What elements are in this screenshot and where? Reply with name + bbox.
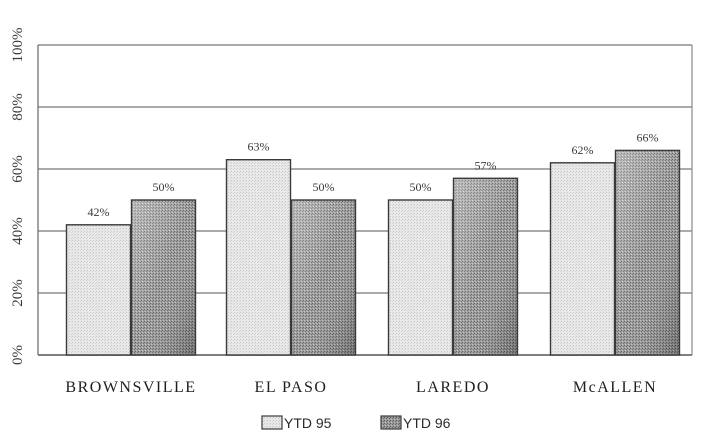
data-label: 50% (410, 180, 432, 194)
y-tick-label: 40% (10, 217, 26, 245)
bar-ytd95-3 (549, 162, 616, 356)
data-label: 66% (637, 130, 659, 144)
data-label: 57% (475, 158, 497, 172)
bar-shade (616, 151, 679, 354)
data-labels: 42% 50% 63% 50% 50% 57% 62% 66% (88, 130, 659, 218)
legend: YTD 95 YTD 96 (261, 415, 451, 431)
bar-shade (292, 201, 355, 354)
category-labels: BROWNSVILLE EL PASO LAREDO McALLEN (65, 379, 657, 396)
data-label: 50% (153, 180, 175, 194)
data-label: 62% (572, 143, 594, 157)
bars (65, 149, 681, 356)
category-label: McALLEN (573, 379, 657, 396)
data-label: 63% (248, 140, 270, 154)
y-tick-label: 100% (10, 28, 26, 63)
y-tick-label: 80% (10, 93, 26, 121)
data-label: 42% (88, 205, 110, 219)
bar-ytd95-1 (225, 158, 292, 356)
category-label: LAREDO (416, 379, 490, 396)
category-label: BROWNSVILLE (65, 379, 196, 396)
y-tick-label: 0% (10, 345, 26, 365)
bar-shade (132, 201, 195, 354)
legend-label: YTD 96 (403, 415, 451, 431)
legend-label: YTD 95 (284, 415, 332, 431)
y-axis-ticks: 0% 20% 40% 60% 80% 100% (10, 28, 26, 366)
bar-ytd95-0 (65, 224, 132, 356)
legend-swatch (380, 415, 402, 430)
y-tick-label: 20% (10, 279, 26, 307)
bar-ytd95-2 (387, 199, 454, 356)
legend-swatch (261, 415, 283, 430)
category-label: EL PASO (255, 379, 328, 396)
y-tick-label: 60% (10, 155, 26, 183)
bar-shade (454, 179, 517, 354)
data-label: 50% (313, 180, 335, 194)
